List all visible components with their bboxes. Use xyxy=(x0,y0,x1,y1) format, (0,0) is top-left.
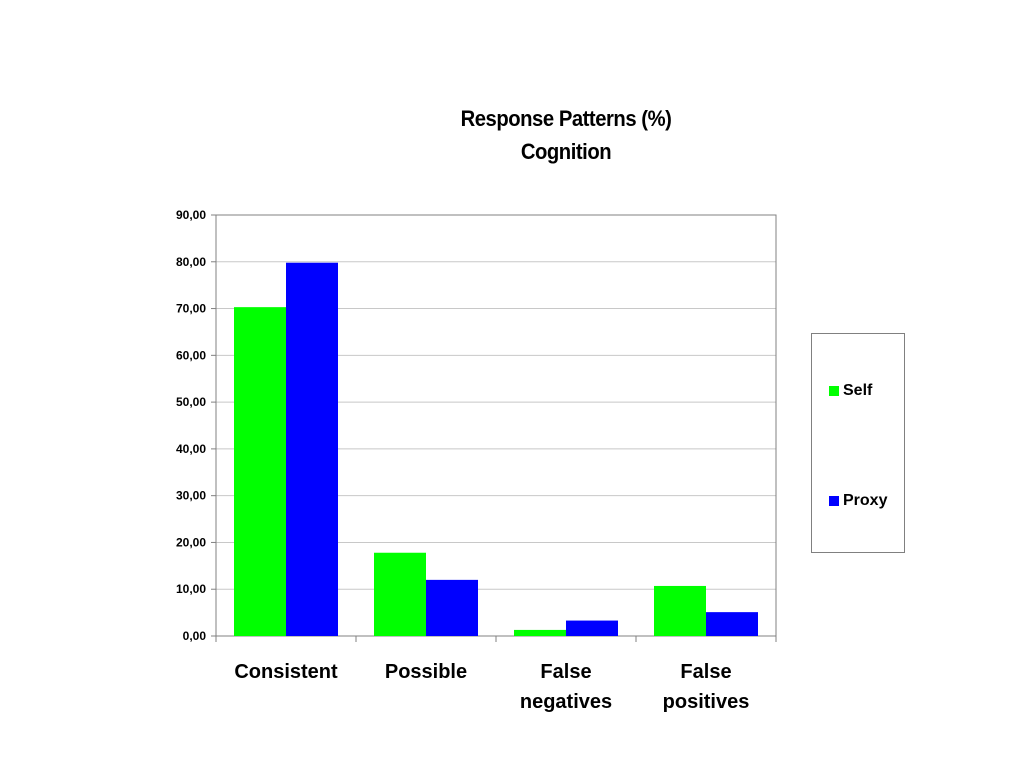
x-tick-label: Possible xyxy=(385,661,467,683)
legend-swatch-self xyxy=(829,386,839,396)
legend-item-proxy: Proxy xyxy=(829,492,887,510)
x-tick-label: negatives xyxy=(520,691,612,713)
y-tick-label: 50,00 xyxy=(176,395,206,409)
y-tick-label: 40,00 xyxy=(176,442,206,456)
bar-self xyxy=(514,629,566,636)
legend-label-self: Self xyxy=(843,382,873,399)
bar-proxy xyxy=(286,262,338,636)
x-tick-label: Consistent xyxy=(234,661,338,683)
x-tick-label: False xyxy=(540,661,591,683)
y-tick-label: 60,00 xyxy=(176,348,206,362)
legend-label-proxy: Proxy xyxy=(843,492,888,509)
bar-self xyxy=(374,552,426,636)
bar-self xyxy=(234,307,286,636)
bar-proxy xyxy=(566,620,618,636)
chart-subtitle: Cognition xyxy=(520,139,612,164)
y-tick-label: 80,00 xyxy=(176,255,206,269)
legend-swatch-proxy xyxy=(829,496,839,506)
bar-self xyxy=(654,585,706,636)
x-tick-label: False xyxy=(680,661,731,683)
y-tick-label: 0,00 xyxy=(183,629,207,643)
chart-legend: Self Proxy xyxy=(811,333,905,553)
bar-proxy xyxy=(426,579,478,636)
y-tick-label: 20,00 xyxy=(176,535,206,549)
chart-title: Response Patterns (%) xyxy=(460,106,672,131)
y-tick-label: 10,00 xyxy=(176,582,206,596)
y-tick-label: 70,00 xyxy=(176,302,206,316)
x-tick-label: positives xyxy=(663,691,750,713)
bar-proxy xyxy=(706,612,758,636)
y-tick-label: 30,00 xyxy=(176,489,206,503)
y-tick-label: 90,00 xyxy=(176,208,206,222)
legend-item-self: Self xyxy=(829,382,872,400)
